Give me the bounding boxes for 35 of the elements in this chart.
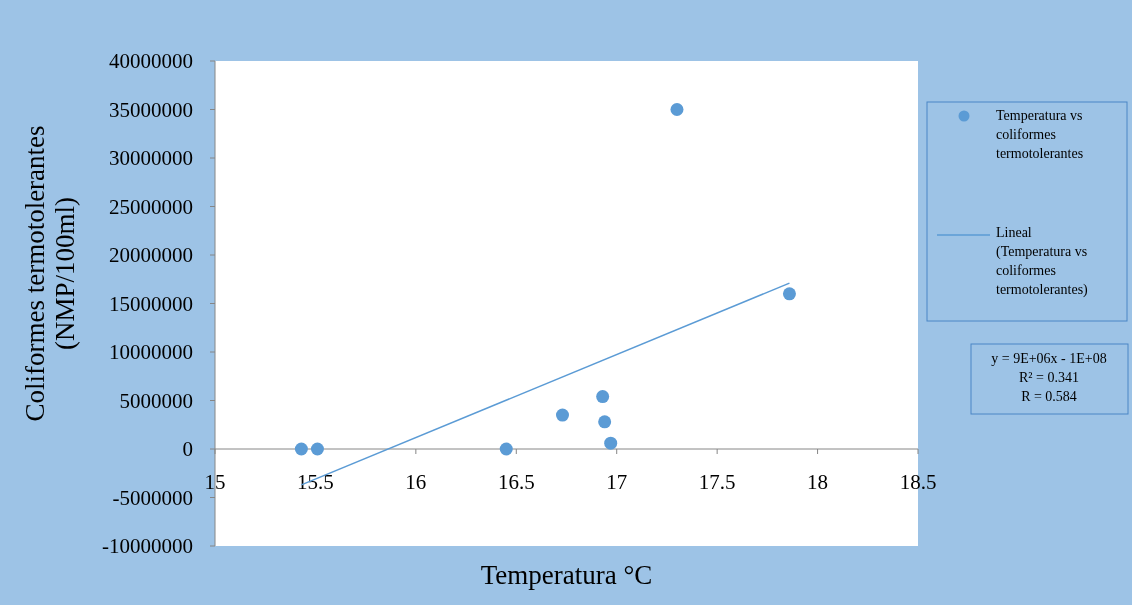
- point: [604, 436, 618, 450]
- point: [596, 390, 610, 404]
- x-tick-label: 18: [807, 470, 829, 494]
- legend-label: Temperatura vs coliformes termotolerantes: [996, 108, 1084, 161]
- point: [499, 442, 513, 456]
- y-axis-title: Coliformes termotolerantes (NMP/100ml): [20, 125, 80, 422]
- x-axis-title: Temperatura °C: [480, 560, 653, 590]
- y-tick-label: -10000000: [102, 534, 193, 559]
- y-tick-label: 20000000: [109, 243, 193, 268]
- x-tick-label: 15.5: [297, 470, 334, 494]
- y-tick-label: 10000000: [109, 340, 193, 365]
- point: [782, 287, 796, 301]
- point: [598, 415, 612, 429]
- y-tick-label: 0: [182, 437, 193, 462]
- x-tick-label: 16: [405, 470, 427, 494]
- point: [294, 442, 308, 456]
- y-tick-label: 35000000: [109, 97, 193, 122]
- x-tick-label: 17.5: [698, 470, 736, 494]
- y-tick-label: 5000000: [119, 388, 193, 413]
- point: [555, 408, 569, 422]
- text: R² = 0.341: [1019, 370, 1079, 385]
- y-tick-label: 40000000: [109, 49, 193, 74]
- x-tick-label: 17: [606, 470, 628, 494]
- text: y = 9E+06x - 1E+08: [991, 351, 1107, 366]
- text: R = 0.584: [1021, 389, 1077, 404]
- y-tick-label: 15000000: [109, 291, 193, 316]
- x-tick-label: 16.5: [497, 470, 535, 494]
- y-tick-label: -5000000: [112, 485, 193, 510]
- point: [310, 442, 324, 456]
- legend-label: Lineal (Temperatura vs coliformes termotolerantes): [996, 225, 1089, 298]
- point: [670, 103, 684, 116]
- y-tick-label: 30000000: [109, 146, 193, 171]
- x-tick-label: 15: [204, 470, 226, 494]
- x-tick-label: 18.5: [899, 470, 937, 494]
- y-tick-label: 25000000: [109, 194, 193, 219]
